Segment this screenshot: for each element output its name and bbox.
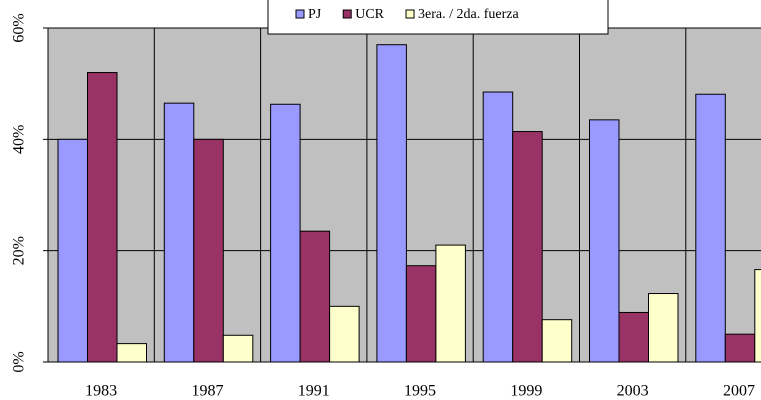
bar [87,72,118,363]
bar [405,265,437,363]
x-tick-label: 1983 [85,383,117,400]
bar [754,269,761,363]
y-tick-label: 40% [11,125,28,154]
x-tick-label: 1987 [191,383,223,400]
legend-label: 3era. / 2da. fuerza [418,7,519,22]
bar [57,138,88,363]
bar [435,244,466,363]
bar [695,93,726,363]
x-tick-label: 1999 [510,383,542,400]
bar [193,138,224,363]
bar [163,102,195,363]
bar [329,305,360,363]
bar [222,334,254,363]
bar [299,230,331,363]
legend-swatch [342,9,352,19]
bar [376,44,407,363]
legend-box [267,0,609,35]
bar [482,91,514,363]
bar [648,293,679,363]
legend-swatch [405,9,415,19]
x-tick-label: 2007 [723,383,755,400]
bar [116,343,147,363]
bar [512,131,543,363]
y-tick-label: 60% [11,13,28,42]
legend-label: PJ [308,7,322,22]
x-tick-label: 1991 [298,383,330,400]
bar [270,103,301,363]
legend-label: UCR [355,7,384,22]
x-tick-label: 2003 [617,383,649,400]
y-tick-label: 20% [11,236,28,265]
y-tick-label: 0% [11,351,28,372]
bar [589,119,620,363]
bar [724,333,756,363]
bar [618,311,649,363]
bar [541,319,573,363]
legend-swatch [295,9,305,19]
x-tick-label: 1995 [404,383,436,400]
